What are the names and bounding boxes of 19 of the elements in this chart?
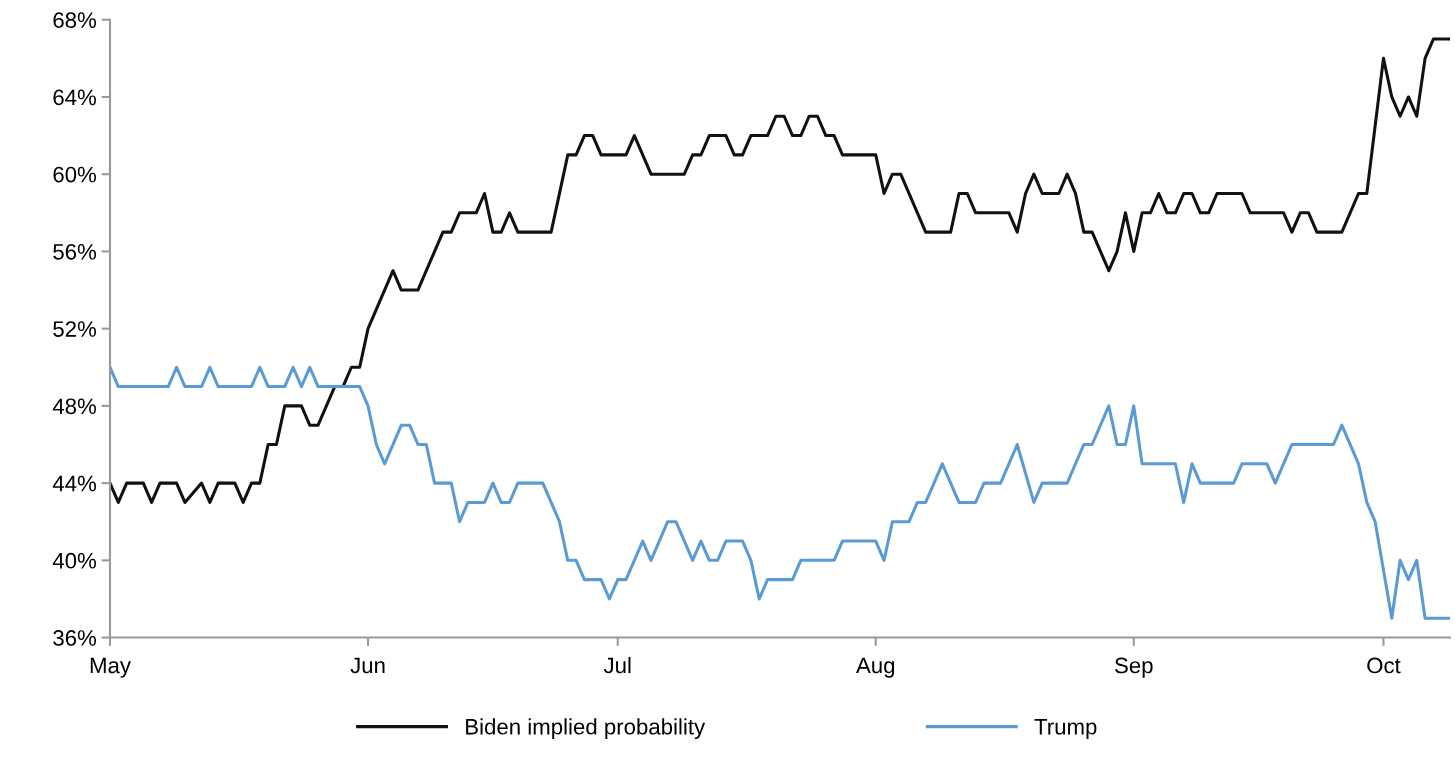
y-tick-label: 60% xyxy=(53,166,97,183)
y-tick-label: 40% xyxy=(52,552,97,569)
y-tick-label: 48% xyxy=(52,398,97,415)
x-tick-label: Sep xyxy=(1115,657,1153,678)
x-tick-label: May xyxy=(90,657,131,678)
x-tick-label: Aug xyxy=(856,657,895,678)
y-tick-label: 68% xyxy=(53,12,97,28)
y-tick-label: 36% xyxy=(53,630,97,646)
x-tick-label: Jul xyxy=(603,657,631,674)
y-tick-label: 52% xyxy=(53,321,97,337)
line-series xyxy=(110,365,1451,620)
y-tick-label: 56% xyxy=(53,243,97,260)
y-tick-label: 64% xyxy=(53,89,97,106)
x-tick-label: Oct xyxy=(1367,657,1401,674)
line-series xyxy=(110,37,1451,504)
y-tick-label: 44% xyxy=(52,475,97,492)
legend-label: Biden implied probability xyxy=(466,718,706,739)
legend-label: Trump xyxy=(1034,719,1097,739)
x-tick-label: Jun xyxy=(350,657,385,674)
